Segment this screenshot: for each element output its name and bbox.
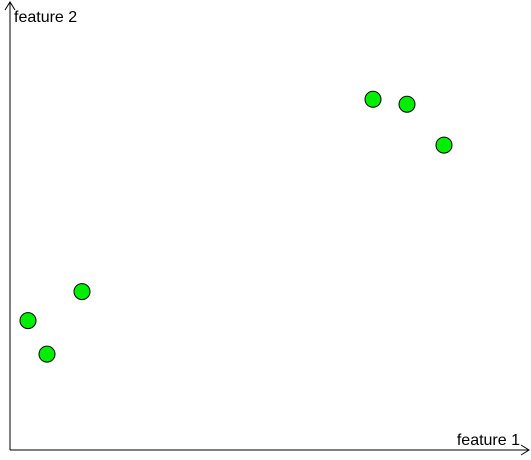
x-axis: feature 1 <box>10 432 530 456</box>
x-axis-arrow-icon <box>520 444 530 456</box>
data-point-5 <box>398 95 416 113</box>
data-point-6 <box>435 136 453 154</box>
data-point-2 <box>38 345 56 363</box>
data-point-3 <box>73 283 91 301</box>
x-axis-label: feature 1 <box>457 432 520 449</box>
y-axis: feature 2 <box>4 1 77 450</box>
data-points <box>19 90 453 363</box>
y-axis-arrow-icon <box>4 1 16 11</box>
data-point-4 <box>364 90 382 108</box>
data-point-1 <box>19 312 37 330</box>
y-axis-label: feature 2 <box>14 9 77 26</box>
